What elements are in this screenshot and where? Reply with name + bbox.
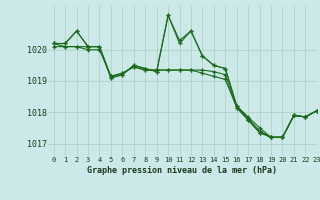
X-axis label: Graphe pression niveau de la mer (hPa): Graphe pression niveau de la mer (hPa) [87, 166, 277, 175]
